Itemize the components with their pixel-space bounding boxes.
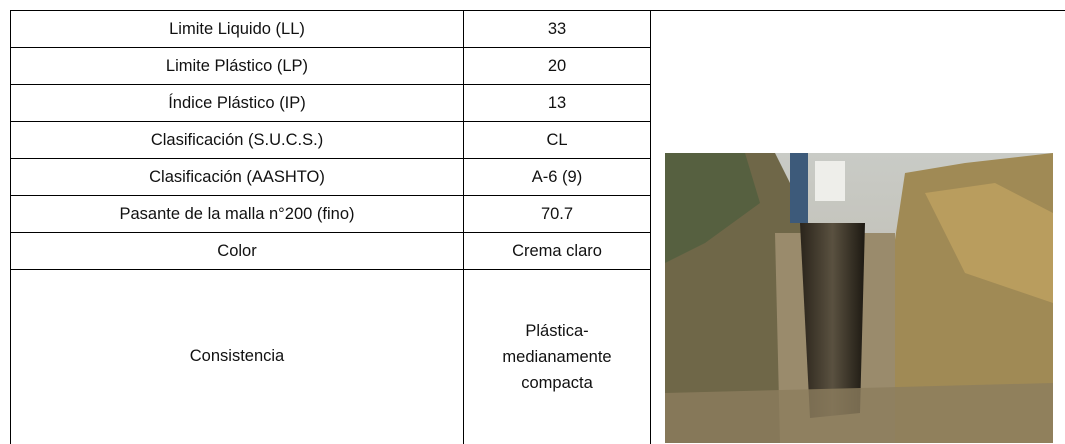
property-value: 33 bbox=[463, 10, 651, 48]
property-value: 13 bbox=[463, 84, 651, 122]
table-row: Pasante de la malla n°200 (fino) 70.7 bbox=[10, 195, 651, 233]
table-row: Limite Liquido (LL) 33 bbox=[10, 10, 651, 48]
table-row: Limite Plástico (LP) 20 bbox=[10, 47, 651, 85]
value-line: medianamente bbox=[502, 347, 612, 366]
property-label: Pasante de la malla n°200 (fino) bbox=[10, 195, 464, 233]
property-label: Consistencia bbox=[10, 269, 464, 444]
value-line: compacta bbox=[521, 373, 593, 392]
property-value: 70.7 bbox=[463, 195, 651, 233]
table-row: Color Crema claro bbox=[10, 232, 651, 270]
properties-table: Limite Liquido (LL) 33 Limite Plástico (LP… bbox=[10, 10, 651, 444]
soil-pit-photo bbox=[665, 153, 1053, 443]
property-value: A-6 (9) bbox=[463, 158, 651, 196]
value-line: Plástica- bbox=[525, 321, 589, 340]
property-label: Color bbox=[10, 232, 464, 270]
property-value: CL bbox=[463, 121, 651, 159]
table-row: Consistencia Plástica-medianamente compact… bbox=[10, 269, 651, 444]
property-value: 20 bbox=[463, 47, 651, 85]
property-label: Limite Liquido (LL) bbox=[10, 10, 464, 48]
property-value: Crema claro bbox=[463, 232, 651, 270]
table-row: Índice Plástico (IP) 13 bbox=[10, 84, 651, 122]
property-label: Índice Plástico (IP) bbox=[10, 84, 464, 122]
property-label: Clasificación (AASHTO) bbox=[10, 158, 464, 196]
property-label: Limite Plástico (LP) bbox=[10, 47, 464, 85]
property-value: Plástica-medianamente compacta bbox=[463, 269, 651, 444]
table-body: Limite Liquido (LL) 33 Limite Plástico (LP… bbox=[10, 10, 651, 444]
property-label: Clasificación (S.U.C.S.) bbox=[10, 121, 464, 159]
table-row: Clasificación (S.U.C.S.) CL bbox=[10, 121, 651, 159]
table-row: Clasificación (AASHTO) A-6 (9) bbox=[10, 158, 651, 196]
